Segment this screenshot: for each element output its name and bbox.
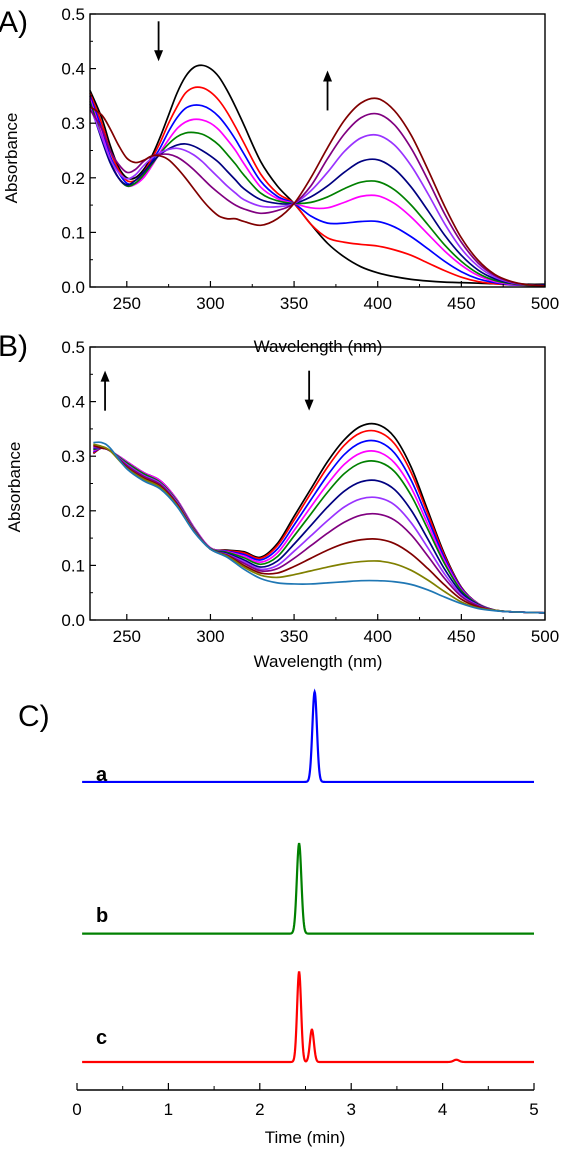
chart-c-xlabel: Time (min)	[265, 1128, 346, 1147]
chart-b-y-tick-label: 0.4	[61, 393, 85, 412]
chart-b-x-tick-label: 350	[280, 627, 308, 646]
chart-b-series-10	[93, 443, 546, 614]
chart-b-arrows	[100, 370, 314, 411]
chart-a-x-tick-label: 300	[196, 294, 224, 313]
chart-b-ylabel: Absorbance	[5, 442, 24, 533]
chart-a-series-2	[89, 86, 546, 287]
chart-c-series	[82, 688, 534, 1064]
chart-a-ylabel: Absorbance	[2, 113, 21, 204]
panel-b-label: B)	[0, 330, 28, 363]
chart-c-x-tick-label: 2	[255, 1100, 264, 1119]
chart-b-y-tick-label: 0.2	[61, 502, 85, 521]
chart-c: 0 1 2 3 4 5 Time (min) a b c	[72, 688, 539, 1147]
chart-b-series	[92, 422, 546, 614]
chart-b-x-tick-label: 400	[364, 627, 392, 646]
arrow-down-icon	[154, 21, 164, 62]
chart-c-trace-b	[82, 842, 534, 935]
chart-b-x-tick-label: 300	[196, 627, 224, 646]
chart-a-y-tick-label: 0.3	[61, 114, 85, 133]
chart-a-x-tick-label: 400	[364, 294, 392, 313]
chart-b-series-5	[93, 447, 546, 614]
chart-c-trace-a	[82, 688, 534, 784]
chart-a-series-5	[89, 101, 546, 287]
chart-b-y-tick-label: 0.0	[61, 611, 85, 630]
chart-b-series-3	[92, 439, 546, 614]
chart-b-series-8	[93, 445, 546, 614]
arrow-up-icon	[323, 70, 333, 111]
chart-c-ticks: 0 1 2 3 4 5	[72, 1083, 539, 1119]
chart-a-series-6	[89, 103, 546, 287]
chart-a-x-tick-label: 500	[531, 294, 559, 313]
chart-b-series-1	[92, 422, 546, 614]
chart-b-series-9	[93, 444, 546, 614]
chart-a-series	[89, 64, 546, 287]
chart-c-x-tick-label: 3	[346, 1100, 355, 1119]
trace-b-label: b	[96, 905, 108, 927]
panel-a-label: A)	[0, 6, 28, 39]
chart-b-series-4	[93, 447, 546, 614]
chart-a-x-tick-label: 450	[447, 294, 475, 313]
trace-a-label: a	[96, 764, 108, 786]
arrow-down-icon	[304, 370, 314, 411]
chart-b-x-tick-label: 500	[531, 627, 559, 646]
chart-a-ticks: 250 300 350 400 450 500 0.0 0.1 0.2 0.3 0.4 0.5	[61, 5, 559, 313]
chart-b: 250 300 350 400 450 500 0.0 0.1 0.2 0.3 0.4 0.5 Wav…	[5, 338, 559, 671]
chart-b-y-tick-label: 0.5	[61, 338, 85, 357]
chart-b-series-11	[93, 441, 546, 614]
chart-b-ticks: 250 300 350 400 450 500 0.0 0.1 0.2 0.3 0.4 0.5	[61, 338, 559, 646]
chart-c-x-tick-label: 0	[72, 1100, 81, 1119]
chart-a-series-4	[89, 98, 546, 287]
chart-b-series-7	[93, 446, 546, 614]
chart-b-series-6	[93, 447, 546, 614]
chart-a-y-tick-label: 0.5	[61, 5, 85, 24]
chart-c-trace-c	[82, 971, 534, 1064]
chart-a-arrows	[154, 21, 333, 111]
chart-a-series-7	[89, 106, 546, 287]
trace-c-label: c	[96, 1027, 107, 1049]
chart-a-y-tick-label: 0.1	[61, 223, 85, 242]
chart-a-series-3	[89, 95, 546, 287]
chart-c-x-tick-label: 1	[164, 1100, 173, 1119]
chart-a-x-tick-label: 350	[280, 294, 308, 313]
chart-b-x-tick-label: 250	[113, 627, 141, 646]
chart-a-y-tick-label: 0.0	[61, 278, 85, 297]
chart-b-y-tick-label: 0.1	[61, 556, 85, 575]
chart-a-series-9	[89, 97, 546, 287]
chart-b-xlabel: Wavelength (nm)	[254, 652, 383, 671]
chart-b-y-tick-label: 0.3	[61, 447, 85, 466]
chart-c-x-tick-label: 4	[438, 1100, 447, 1119]
chart-a-y-tick-label: 0.4	[61, 60, 85, 79]
chart-a-x-tick-label: 250	[113, 294, 141, 313]
arrow-up-icon	[100, 370, 110, 411]
panel-c-label: C)	[18, 700, 50, 733]
chart-b-series-2	[92, 429, 546, 614]
chart-b-x-tick-label: 450	[447, 627, 475, 646]
chart-a-series-1	[89, 64, 546, 286]
chart-c-x-tick-label: 5	[529, 1100, 538, 1119]
chart-a-series-8	[89, 109, 546, 287]
chart-a-y-tick-label: 0.2	[61, 169, 85, 188]
